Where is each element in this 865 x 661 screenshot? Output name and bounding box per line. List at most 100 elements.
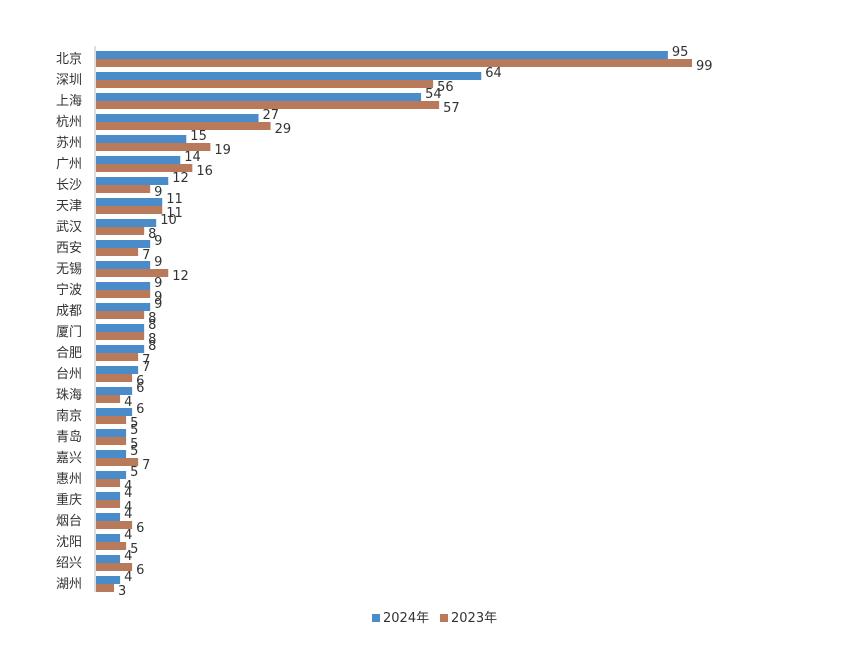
- data-label: 4: [124, 549, 132, 564]
- bar-2024: [96, 177, 169, 185]
- data-label: 8: [148, 318, 156, 333]
- data-label: 10: [160, 213, 177, 228]
- bar-2024: [96, 429, 127, 437]
- category-label: 烟台: [56, 514, 82, 529]
- bar-2023: [96, 437, 127, 445]
- bar-2023: [96, 479, 121, 487]
- bar-2023: [96, 311, 145, 319]
- bar-2023: [96, 185, 151, 193]
- bar-2024: [96, 471, 127, 479]
- bar-2023: [96, 458, 139, 466]
- category-label: 湖州: [56, 577, 82, 592]
- bar-2024: [96, 324, 145, 332]
- bar-2023: [96, 584, 115, 592]
- data-label: 4: [124, 395, 132, 410]
- category-labels: 北京深圳上海杭州苏州广州长沙天津武汉西安无锡宁波成都厦门合肥台州珠海南京青岛嘉兴…: [56, 52, 82, 592]
- data-label: 11: [166, 192, 183, 207]
- legend: 2024年 2023年: [372, 611, 497, 626]
- category-label: 成都: [56, 304, 82, 319]
- data-label: 95: [672, 45, 689, 60]
- data-label: 4: [124, 507, 132, 522]
- bar-2024: [96, 576, 121, 584]
- category-label: 广州: [56, 157, 82, 172]
- bar-2024: [96, 219, 157, 227]
- data-label: 19: [214, 143, 231, 158]
- data-label: 3: [118, 584, 126, 599]
- bar-2023: [96, 353, 139, 361]
- category-label: 绍兴: [56, 556, 82, 571]
- data-label: 5: [130, 416, 138, 431]
- bar-2023: [96, 248, 139, 256]
- data-label: 9: [154, 234, 162, 249]
- data-label: 9: [154, 290, 162, 305]
- data-label: 9: [154, 185, 162, 200]
- category-label: 台州: [56, 367, 82, 382]
- data-label: 6: [136, 381, 144, 396]
- bar-2024: [96, 387, 133, 395]
- bar-2023: [96, 416, 127, 424]
- category-label: 重庆: [56, 492, 82, 508]
- bar-2023: [96, 269, 169, 277]
- bar-2023: [96, 143, 211, 151]
- bar-2023: [96, 521, 133, 529]
- data-label: 14: [184, 150, 201, 165]
- bar-2023: [96, 206, 163, 214]
- data-label: 6: [136, 563, 144, 578]
- bar-2023: [96, 542, 127, 550]
- data-label: 8: [148, 339, 156, 354]
- category-label: 长沙: [56, 178, 82, 193]
- bar-2023: [96, 332, 145, 340]
- bar-2023: [96, 395, 121, 403]
- bar-2024: [96, 555, 121, 563]
- data-label: 57: [443, 101, 460, 116]
- bar-2024: [96, 240, 151, 248]
- bar-2023: [96, 122, 271, 130]
- category-label: 北京: [56, 52, 82, 67]
- category-label: 武汉: [56, 220, 82, 235]
- bar-2024: [96, 492, 121, 500]
- category-label: 惠州: [56, 472, 82, 487]
- bar-2023: [96, 59, 692, 67]
- category-label: 嘉兴: [56, 451, 82, 466]
- data-label: 8: [148, 227, 156, 242]
- data-label: 15: [190, 129, 207, 144]
- data-label: 9: [154, 276, 162, 291]
- data-label: 9: [154, 255, 162, 270]
- data-label: 99: [696, 59, 713, 74]
- bar-2024: [96, 72, 482, 80]
- category-label: 杭州: [56, 115, 82, 130]
- category-label: 南京: [56, 408, 82, 424]
- data-label: 6: [136, 521, 144, 536]
- data-label: 6: [136, 402, 144, 417]
- category-label: 厦门: [56, 325, 82, 340]
- data-label: 12: [172, 171, 189, 186]
- data-label: 7: [142, 248, 150, 263]
- bar-2023: [96, 227, 145, 235]
- bar-2024: [96, 135, 187, 143]
- legend-swatch: [372, 614, 380, 622]
- data-label: 7: [142, 458, 150, 473]
- bar-2024: [96, 51, 668, 59]
- data-label: 5: [130, 465, 138, 480]
- data-label: 5: [130, 444, 138, 459]
- data-label: 6: [136, 374, 144, 389]
- data-label: 4: [124, 528, 132, 543]
- bar-2024: [96, 261, 151, 269]
- category-label: 宁波: [56, 282, 82, 298]
- data-label: 11: [166, 206, 183, 221]
- data-label: 4: [124, 479, 132, 494]
- bar-2023: [96, 80, 434, 88]
- bar-2023: [96, 374, 133, 382]
- data-label: 54: [425, 87, 442, 102]
- data-label: 5: [130, 437, 138, 452]
- category-label: 西安: [56, 241, 82, 256]
- legend-label: 2023年: [451, 611, 497, 626]
- bar-2023: [96, 290, 151, 298]
- data-label: 4: [124, 486, 132, 501]
- bars: [96, 51, 692, 592]
- data-label: 9: [154, 297, 162, 312]
- data-label: 29: [275, 122, 292, 137]
- bar-2024: [96, 345, 145, 353]
